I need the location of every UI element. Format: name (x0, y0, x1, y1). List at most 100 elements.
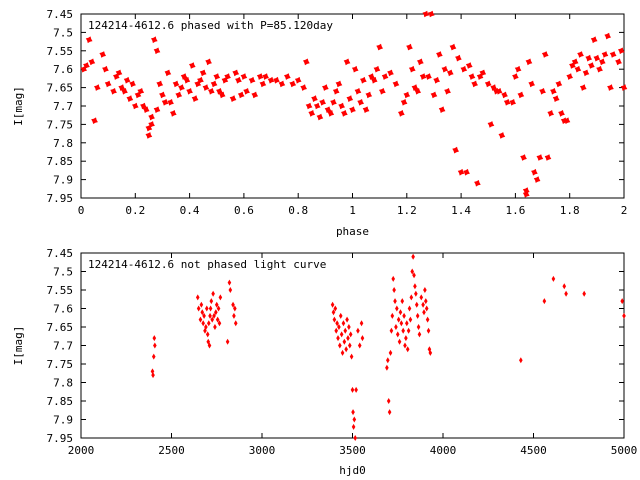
x-tick-label: 2500 (158, 444, 185, 457)
data-point (231, 301, 235, 308)
data-point (460, 65, 468, 73)
data-point (607, 84, 614, 91)
x-tick-label: 2000 (68, 444, 95, 457)
data-point (204, 324, 208, 330)
data-point (137, 88, 145, 95)
data-point (284, 73, 291, 80)
data-point (424, 298, 428, 305)
data-point (83, 62, 90, 69)
data-point (395, 331, 400, 338)
data-point (132, 102, 139, 110)
y-tick-label: 7.6 (53, 303, 73, 316)
data-point (195, 294, 200, 301)
x-tick-label: 1.6 (505, 204, 525, 217)
data-point (349, 353, 354, 360)
data-point (609, 51, 617, 58)
data-point (227, 279, 232, 286)
data-point (409, 294, 414, 301)
data-point (208, 88, 215, 95)
data-point (341, 320, 346, 327)
data-point (356, 327, 360, 334)
data-point (457, 168, 465, 176)
data-point (385, 357, 390, 364)
data-point (620, 84, 628, 91)
data-point (599, 58, 606, 66)
data-point (539, 88, 546, 95)
data-point (365, 91, 373, 99)
data-point (148, 121, 155, 128)
y-tick-label: 7.45 (47, 247, 74, 260)
data-point (468, 73, 476, 80)
data-point (94, 84, 101, 91)
data-point (436, 51, 443, 58)
data-point (387, 409, 392, 416)
data-point (542, 298, 547, 305)
data-point (102, 65, 109, 73)
data-point (210, 80, 218, 88)
data-point (410, 268, 415, 275)
y-tick-label: 7.75 (47, 118, 74, 131)
data-point (413, 283, 417, 290)
data-point (385, 364, 389, 371)
y-tick-label: 7.5 (53, 26, 73, 39)
data-point (123, 76, 131, 84)
data-point (360, 335, 365, 342)
data-point (211, 290, 215, 297)
data-point (417, 331, 422, 338)
data-point (343, 58, 351, 66)
plot-panel-1: 0 0.2 0.4 0.6 0.8 1 1.2 1.4 1.6 1.8 2 7.45 7.5 7.55 7.… (12, 8, 627, 238)
x-tick-label: 0.2 (125, 204, 145, 217)
data-point (400, 298, 405, 305)
data-point (533, 176, 541, 183)
data-point (228, 287, 233, 293)
x-tick-label: 4500 (520, 444, 547, 457)
data-point (615, 58, 622, 66)
y-tick-label: 7.7 (53, 340, 73, 353)
data-point (579, 84, 587, 91)
data-point (336, 335, 340, 342)
data-point (588, 62, 595, 69)
data-point (352, 416, 357, 423)
y-tick-label: 7.65 (47, 82, 74, 95)
data-point (151, 353, 156, 360)
data-point (351, 409, 355, 416)
data-point (156, 80, 164, 88)
data-point (300, 84, 307, 91)
data-point (196, 305, 201, 312)
y-tick-label: 7.55 (47, 45, 74, 58)
data-point (430, 91, 438, 99)
data-point (213, 324, 217, 330)
data-point (353, 435, 358, 441)
data-point (395, 305, 399, 312)
data-point (142, 106, 150, 113)
data-point (232, 312, 236, 319)
data-point (422, 10, 430, 18)
data-point (423, 287, 427, 293)
data-point (346, 95, 354, 102)
data-point (237, 91, 245, 99)
data-point (202, 84, 210, 91)
data-point (408, 316, 413, 323)
data-point (449, 43, 457, 51)
data-point (199, 301, 204, 308)
y-tick-label: 7.8 (53, 137, 73, 150)
data-point (330, 99, 337, 106)
data-point (403, 342, 407, 349)
data-point (99, 51, 106, 58)
data-point (214, 301, 219, 308)
data-point (362, 106, 370, 113)
data-point (558, 110, 565, 117)
data-point (153, 342, 157, 349)
y-tick-label: 7.55 (47, 284, 74, 297)
data-point (351, 65, 359, 73)
data-point (444, 88, 451, 95)
data-point (332, 316, 337, 323)
data-point (311, 95, 318, 102)
data-point (404, 335, 408, 342)
data-point (441, 65, 449, 73)
data-point (471, 80, 478, 88)
data-point (204, 305, 209, 312)
data-point (153, 106, 161, 113)
plot-panel-2: 2000 2500 3000 3500 4000 4500 5000 7.45 7.5 7.55 7… (12, 247, 637, 477)
data-point (618, 47, 625, 55)
